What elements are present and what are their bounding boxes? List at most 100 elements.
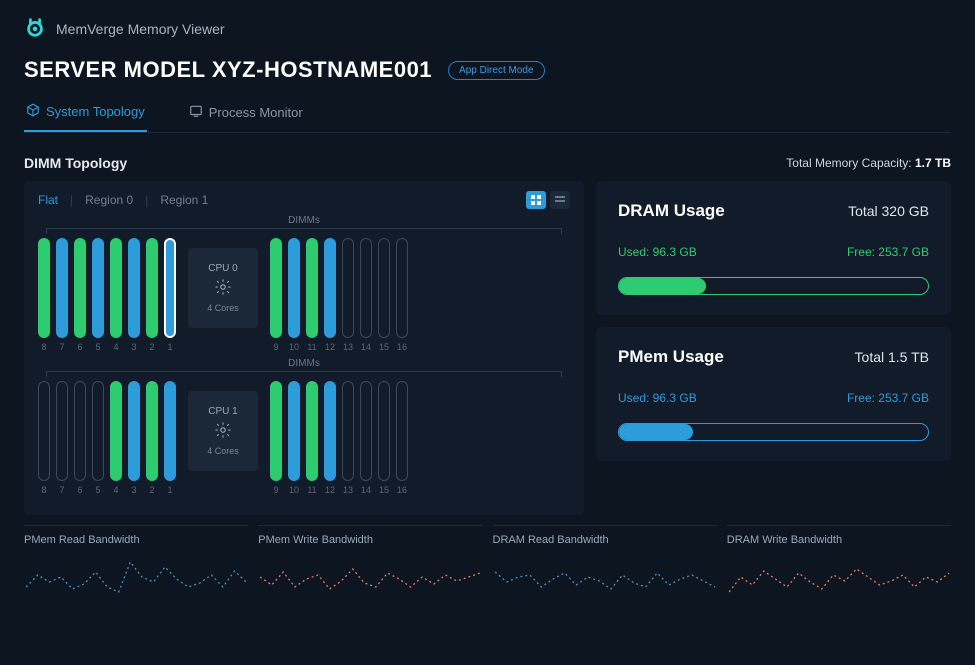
dimm-slot-6[interactable]: 6 bbox=[74, 381, 86, 495]
dimm-slot-3[interactable]: 3 bbox=[128, 381, 140, 495]
dimm-slot-1[interactable]: 1 bbox=[164, 381, 176, 495]
cpu-label: CPU 0 bbox=[208, 263, 237, 274]
region-tabs: Flat | Region 0 | Region 1 bbox=[38, 193, 208, 207]
dimm-slot-16[interactable]: 16 bbox=[396, 238, 408, 352]
tab-label: System Topology bbox=[46, 104, 145, 119]
chart-svg bbox=[24, 552, 248, 622]
total-capacity: Total Memory Capacity: 1.7 TB bbox=[786, 156, 951, 170]
dimm-slot-7[interactable]: 7 bbox=[56, 381, 68, 495]
tab-process-monitor[interactable]: Process Monitor bbox=[187, 97, 305, 132]
dimm-bar bbox=[306, 238, 318, 338]
dimm-number: 4 bbox=[113, 485, 118, 495]
dimm-slot-1[interactable]: 1 bbox=[164, 238, 176, 352]
chart-3: DRAM Write Bandwidth bbox=[727, 525, 951, 630]
dimm-bar bbox=[110, 381, 122, 481]
dimms-label: DIMMs bbox=[38, 215, 570, 226]
view-list-button[interactable] bbox=[550, 191, 570, 209]
mode-badge: App Direct Mode bbox=[448, 61, 544, 80]
chart-svg bbox=[258, 552, 482, 622]
dimm-bar bbox=[306, 381, 318, 481]
dimm-number: 8 bbox=[41, 485, 46, 495]
dimm-bar bbox=[110, 238, 122, 338]
dimm-slot-5[interactable]: 5 bbox=[92, 238, 104, 352]
dimm-number: 1 bbox=[167, 342, 172, 352]
dimm-slot-16[interactable]: 16 bbox=[396, 381, 408, 495]
dimm-slot-13[interactable]: 13 bbox=[342, 238, 354, 352]
dimm-bar bbox=[342, 238, 354, 338]
cpu-block-0: DIMMs 8 7 6 5 4321 CPU 0 4 Cores 9 1011121314 15 16 bbox=[38, 215, 570, 352]
tab-label: Process Monitor bbox=[209, 105, 303, 120]
dimm-slot-11[interactable]: 11 bbox=[306, 238, 318, 352]
dimm-slot-10[interactable]: 10 bbox=[288, 381, 300, 495]
dimm-number: 7 bbox=[59, 342, 64, 352]
main-tabs: System Topology Process Monitor bbox=[24, 97, 951, 133]
dimm-number: 5 bbox=[95, 342, 100, 352]
chart-title: PMem Write Bandwidth bbox=[258, 534, 482, 546]
dimm-bar bbox=[396, 238, 408, 338]
dimm-slot-6[interactable]: 6 bbox=[74, 238, 86, 352]
dimm-slot-15[interactable]: 15 bbox=[378, 238, 390, 352]
chart-svg bbox=[493, 552, 717, 622]
dimm-slot-9[interactable]: 9 bbox=[270, 238, 282, 352]
view-toggle bbox=[526, 191, 570, 209]
dimm-slot-9[interactable]: 9 bbox=[270, 381, 282, 495]
dimm-slot-13[interactable]: 13 bbox=[342, 381, 354, 495]
dimm-slot-11[interactable]: 11 bbox=[306, 381, 318, 495]
dimm-number: 9 bbox=[273, 342, 278, 352]
dimm-slot-7[interactable]: 7 bbox=[56, 238, 68, 352]
subtab-region1[interactable]: Region 1 bbox=[160, 193, 208, 207]
dimm-slot-2[interactable]: 2 bbox=[146, 381, 158, 495]
dimm-slot-10[interactable]: 10 bbox=[288, 238, 300, 352]
section-title: DIMM Topology bbox=[24, 155, 127, 171]
dimm-bar bbox=[324, 381, 336, 481]
separator: | bbox=[145, 193, 148, 207]
dimm-number: 4 bbox=[113, 342, 118, 352]
dimm-slot-4[interactable]: 4 bbox=[110, 381, 122, 495]
tab-system-topology[interactable]: System Topology bbox=[24, 97, 147, 132]
chart-title: PMem Read Bandwidth bbox=[24, 534, 248, 546]
dimm-slot-14[interactable]: 14 bbox=[360, 238, 372, 352]
dimm-bar bbox=[56, 381, 68, 481]
dimm-number: 16 bbox=[397, 485, 407, 495]
dimm-bar bbox=[164, 238, 176, 338]
pmem-progress-fill bbox=[619, 424, 693, 440]
dimm-number: 6 bbox=[77, 342, 82, 352]
cpu-box-1[interactable]: CPU 14 Cores bbox=[188, 391, 258, 471]
dimm-number: 5 bbox=[95, 485, 100, 495]
dimm-slot-14[interactable]: 14 bbox=[360, 381, 372, 495]
dimm-bar bbox=[128, 381, 140, 481]
bandwidth-charts: PMem Read Bandwidth PMem Write Bandwidth D… bbox=[24, 525, 951, 630]
dimm-bar bbox=[270, 381, 282, 481]
view-grid-button[interactable] bbox=[526, 191, 546, 209]
dimm-slot-8[interactable]: 8 bbox=[38, 238, 50, 352]
dimm-slot-12[interactable]: 12 bbox=[324, 381, 336, 495]
dimms-label: DIMMs bbox=[38, 358, 570, 369]
dimm-bar bbox=[74, 381, 86, 481]
dimm-bar bbox=[92, 238, 104, 338]
dimm-slot-3[interactable]: 3 bbox=[128, 238, 140, 352]
dimm-slot-8[interactable]: 8 bbox=[38, 381, 50, 495]
subtab-region0[interactable]: Region 0 bbox=[85, 193, 133, 207]
dimm-bar bbox=[128, 238, 140, 338]
cpu-box-0[interactable]: CPU 0 4 Cores bbox=[188, 248, 258, 328]
chart-0: PMem Read Bandwidth bbox=[24, 525, 248, 630]
dimm-number: 13 bbox=[343, 485, 353, 495]
dimm-number: 15 bbox=[379, 342, 389, 352]
dimm-number: 2 bbox=[149, 485, 154, 495]
dimm-slot-5[interactable]: 5 bbox=[92, 381, 104, 495]
chart-title: DRAM Read Bandwidth bbox=[493, 534, 717, 546]
dimm-slot-2[interactable]: 2 bbox=[146, 238, 158, 352]
dimm-number: 11 bbox=[307, 485, 316, 495]
dimm-slot-12[interactable]: 12 bbox=[324, 238, 336, 352]
dimm-slot-15[interactable]: 15 bbox=[378, 381, 390, 495]
dimms-bracket bbox=[46, 371, 562, 377]
dram-used: Used: 96.3 GB bbox=[618, 245, 697, 259]
logo-icon bbox=[24, 16, 46, 41]
pmem-title: PMem Usage bbox=[618, 347, 724, 367]
subtab-flat[interactable]: Flat bbox=[38, 193, 58, 207]
dimm-slot-4[interactable]: 4 bbox=[110, 238, 122, 352]
dimm-group-right: 910 11 12 13 1415 16 bbox=[270, 381, 408, 495]
dimm-number: 16 bbox=[397, 342, 407, 352]
cpu-cores: 4 Cores bbox=[207, 303, 239, 313]
dimm-number: 8 bbox=[41, 342, 46, 352]
